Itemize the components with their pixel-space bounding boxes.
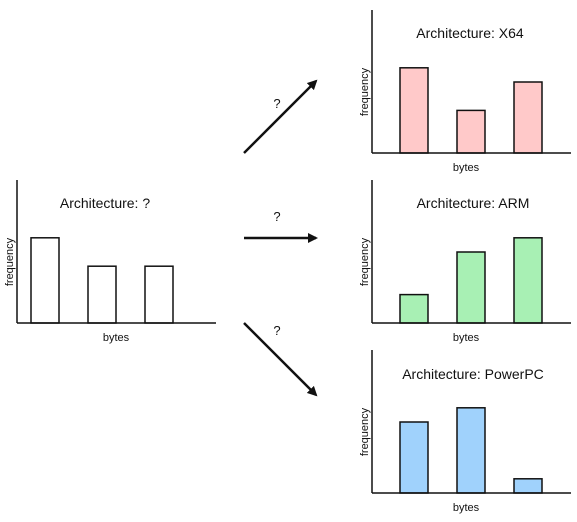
arrow-to-arm: ? [244, 209, 318, 243]
bar-1 [399, 293, 429, 324]
y-axis-label: frequency [359, 237, 371, 286]
chart-title: Architecture: X64 [416, 25, 524, 41]
chart-title: Architecture: ARM [417, 195, 530, 211]
bar-1 [399, 421, 429, 494]
bar-3 [513, 478, 543, 494]
y-axis-label: frequency [359, 67, 371, 116]
chart-arm-architecture: Architecture: ARM bytes frequency [359, 180, 571, 344]
bar-1 [30, 237, 60, 324]
y-axis-label: frequency [359, 407, 371, 456]
x-axis-label: bytes [103, 332, 130, 344]
bar-3 [144, 265, 174, 324]
chart-unknown-architecture: Architecture: ? bytes frequency [4, 180, 216, 344]
chart-x64-architecture: Architecture: X64 bytes frequency [359, 10, 571, 174]
x-axis-label: bytes [453, 332, 480, 344]
bar-1 [399, 67, 429, 154]
chart-title: Architecture: PowerPC [402, 366, 544, 382]
arrow-line-powerpc [243, 322, 318, 397]
bar-2 [87, 265, 117, 324]
chart-title: Architecture: ? [60, 195, 150, 211]
arrow-line-x64 [243, 79, 318, 154]
bar-2 [456, 109, 486, 154]
chart-powerpc-architecture: Architecture: PowerPC bytes frequency [359, 350, 571, 514]
bar-2 [456, 251, 486, 324]
bar-3 [513, 81, 543, 154]
arrow-label-x64: ? [273, 96, 280, 111]
arrow-to-powerpc: ? [243, 322, 318, 397]
bar-3 [513, 237, 543, 324]
arrow-label-powerpc: ? [273, 323, 280, 338]
bar-2 [456, 407, 486, 494]
x-axis-label: bytes [453, 162, 480, 174]
y-axis-label: frequency [4, 237, 16, 286]
arrow-label-arm: ? [273, 209, 280, 224]
arrow-to-x64: ? [243, 79, 318, 154]
x-axis-label: bytes [453, 502, 480, 514]
